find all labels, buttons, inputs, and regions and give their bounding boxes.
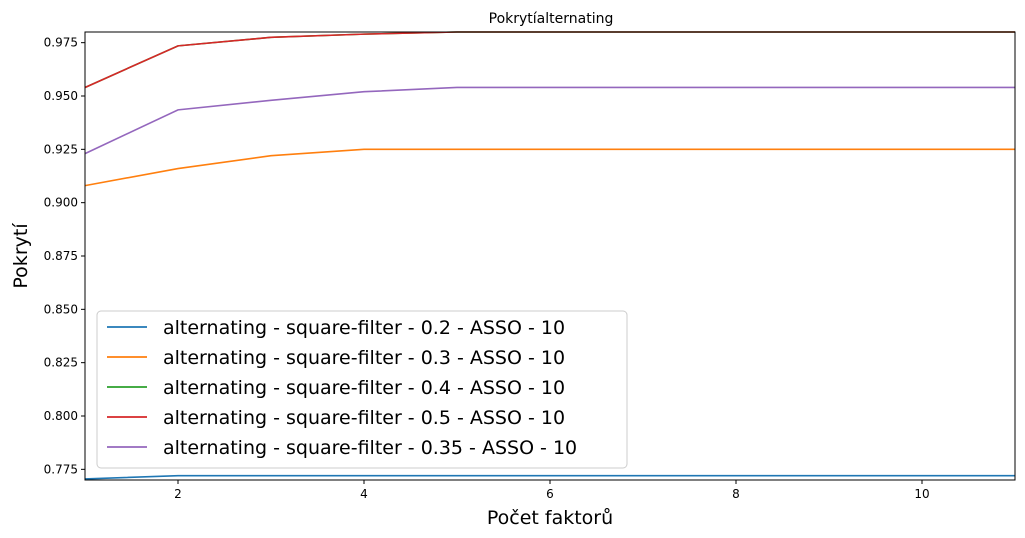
y-tick-label: 0.800 xyxy=(44,409,78,423)
x-axis-ticks: 2 4 6 8 10 xyxy=(174,480,930,501)
legend-label-2: alternating - square-filter - 0.4 - ASSO… xyxy=(163,377,565,399)
y-tick-label: 0.925 xyxy=(44,142,78,156)
y-tick-label: 0.975 xyxy=(44,36,78,50)
y-tick-label: 0.775 xyxy=(44,462,78,476)
series-line-3 xyxy=(84,31,1015,89)
y-axis-label: Pokrytí xyxy=(10,223,32,289)
series-line-0 xyxy=(84,474,1015,480)
y-axis-ticks: 0.775 0.800 0.825 0.850 0.875 0.900 0.925 0.950… xyxy=(44,36,85,476)
x-tick-label: 6 xyxy=(546,487,554,501)
legend-label-1: alternating - square-filter - 0.3 - ASSO… xyxy=(163,347,565,369)
y-tick-label: 0.950 xyxy=(44,89,78,103)
y-tick-label: 0.825 xyxy=(44,356,78,370)
legend-label-4: alternating - square-filter - 0.35 - ASS… xyxy=(163,437,577,459)
legend-box xyxy=(96,310,628,469)
legend: alternating - square-filter - 0.2 - ASSO… xyxy=(96,310,628,469)
legend-label-3: alternating - square-filter - 0.5 - ASSO… xyxy=(163,407,565,429)
series-line-1 xyxy=(84,148,1015,187)
x-tick-label: 10 xyxy=(914,487,929,501)
y-tick-label: 0.850 xyxy=(44,302,78,316)
x-axis-label: Počet faktorů xyxy=(487,507,613,529)
y-tick-label: 0.875 xyxy=(44,249,78,263)
y-tick-label: 0.900 xyxy=(44,196,78,210)
legend-label-0: alternating - square-filter - 0.2 - ASSO… xyxy=(163,317,565,339)
x-tick-label: 8 xyxy=(732,487,740,501)
series-line-2 xyxy=(84,31,1015,89)
x-tick-label: 4 xyxy=(360,487,368,501)
x-tick-label: 2 xyxy=(174,487,182,501)
series-line-4 xyxy=(84,86,1015,155)
chart-title: Pokrytíalternating xyxy=(489,11,614,27)
